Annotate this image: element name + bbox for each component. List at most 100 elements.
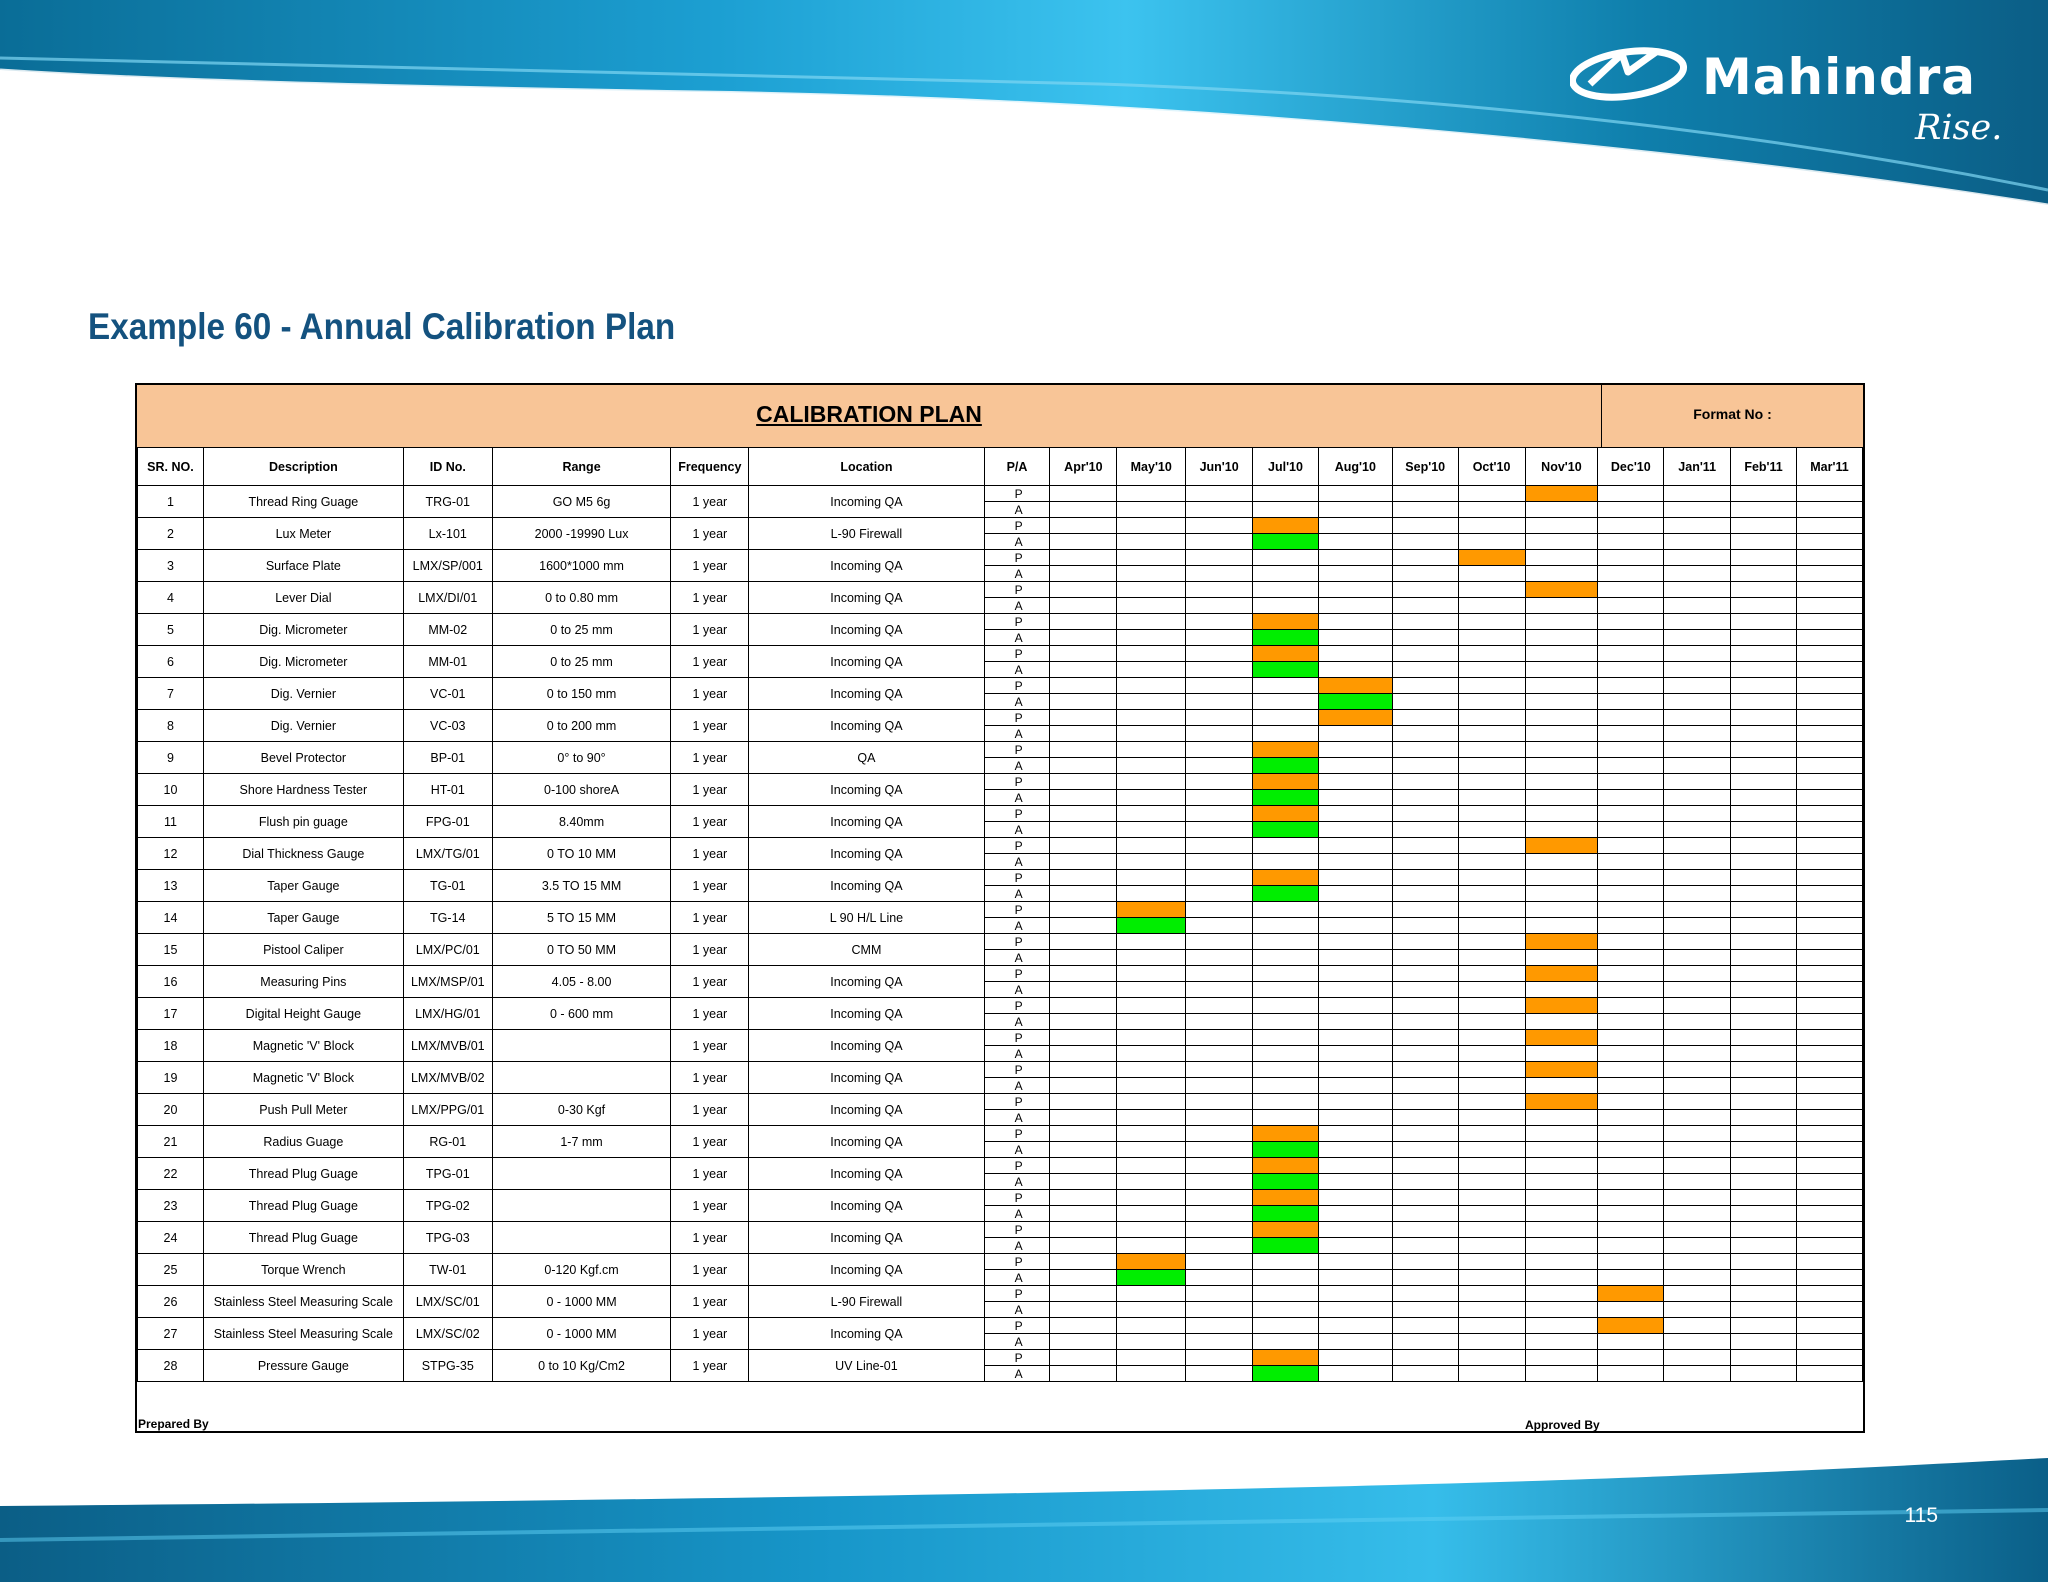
schedule-cell <box>1457 1141 1526 1158</box>
schedule-cell <box>1185 1029 1254 1046</box>
schedule-cell <box>1116 1045 1187 1062</box>
cell-sr: 17 <box>137 997 204 1030</box>
schedule-cell <box>1391 757 1459 774</box>
plan-marker <box>1252 1221 1319 1238</box>
cell-description: Dial Thickness Gauge <box>202 837 404 870</box>
cell-id: RG-01 <box>402 1125 493 1158</box>
plan-marker <box>1317 677 1393 694</box>
plan-label: P <box>983 1157 1051 1174</box>
schedule-cell <box>1317 1301 1393 1318</box>
schedule-cell <box>1049 661 1118 678</box>
schedule-cell <box>1049 917 1118 934</box>
actual-marker <box>1252 661 1319 678</box>
cell-description: Lever Dial <box>202 581 404 614</box>
schedule-cell <box>1730 757 1797 774</box>
schedule-cell <box>1049 853 1118 870</box>
cell-range: 2000 -19990 Lux <box>491 517 672 550</box>
schedule-cell <box>1795 997 1864 1014</box>
schedule-cell <box>1049 501 1118 518</box>
schedule-cell <box>1730 1157 1797 1174</box>
schedule-cell <box>1317 869 1393 886</box>
schedule-cell <box>1730 1045 1797 1062</box>
plan-label: P <box>983 1349 1051 1366</box>
schedule-cell <box>1317 1317 1393 1334</box>
actual-label: A <box>983 1365 1051 1382</box>
schedule-cell <box>1252 725 1319 742</box>
schedule-cell <box>1457 933 1526 950</box>
table-row: 7 Dig. Vernier VC-01 0 to 150 mm 1 year Incom… <box>137 677 1864 710</box>
cell-id: LMX/PPG/01 <box>402 1093 493 1126</box>
schedule-cell <box>1524 565 1599 582</box>
schedule-cell <box>1597 1189 1665 1206</box>
schedule-cell <box>1730 693 1797 710</box>
actual-marker <box>1116 1269 1187 1286</box>
schedule-cell <box>1730 1205 1797 1222</box>
schedule-cell <box>1795 709 1864 726</box>
plan-label: P <box>983 741 1051 758</box>
cell-sr: 27 <box>137 1317 204 1350</box>
plan-label: P <box>983 1189 1051 1206</box>
schedule-cell <box>1457 693 1526 710</box>
schedule-cell <box>1317 1173 1393 1190</box>
plan-label: P <box>983 901 1051 918</box>
schedule-cell <box>1524 1365 1599 1382</box>
plan-marker <box>1524 933 1599 950</box>
schedule-cell <box>1663 853 1732 870</box>
schedule-cell <box>1185 741 1254 758</box>
schedule-cell <box>1049 949 1118 966</box>
schedule-cell <box>1795 725 1864 742</box>
schedule-cell <box>1663 965 1732 982</box>
schedule-cell <box>1597 645 1665 662</box>
schedule-cell <box>1116 981 1187 998</box>
actual-marker <box>1252 1141 1319 1158</box>
schedule-cell <box>1730 1237 1797 1254</box>
schedule-cell <box>1663 1093 1732 1110</box>
cell-id: TW-01 <box>402 1253 493 1286</box>
plan-label: P <box>983 1253 1051 1270</box>
schedule-cell <box>1597 821 1665 838</box>
schedule-cell <box>1524 789 1599 806</box>
table-row-actual: A <box>138 1013 1864 1030</box>
plan-label: P <box>983 1285 1051 1302</box>
schedule-cell <box>1116 1333 1187 1350</box>
schedule-cell <box>1524 1333 1599 1350</box>
cell-id: LMX/HG/01 <box>402 997 493 1030</box>
cell-description: Dig. Micrometer <box>202 645 404 678</box>
schedule-cell <box>1730 1125 1797 1142</box>
schedule-cell <box>1457 805 1526 822</box>
cell-location: L-90 Firewall <box>748 517 985 550</box>
cell-description: Thread Ring Guage <box>202 485 404 518</box>
schedule-cell <box>1730 1301 1797 1318</box>
schedule-cell <box>1524 981 1599 998</box>
schedule-cell <box>1457 1061 1526 1078</box>
schedule-cell <box>1185 997 1254 1014</box>
cell-description: Dig. Vernier <box>202 677 404 710</box>
schedule-cell <box>1317 1125 1393 1142</box>
schedule-cell <box>1663 677 1732 694</box>
schedule-cell <box>1597 1157 1665 1174</box>
schedule-cell <box>1524 1141 1599 1158</box>
schedule-cell <box>1185 1045 1254 1062</box>
schedule-cell <box>1049 1317 1118 1334</box>
schedule-cell <box>1391 1045 1459 1062</box>
cell-id: LMX/SC/01 <box>402 1285 493 1318</box>
schedule-cell <box>1185 821 1254 838</box>
schedule-cell <box>1185 853 1254 870</box>
schedule-cell <box>1049 725 1118 742</box>
schedule-cell <box>1391 1269 1459 1286</box>
schedule-cell <box>1185 1141 1254 1158</box>
actual-label: A <box>983 1045 1051 1062</box>
schedule-cell <box>1457 1125 1526 1142</box>
schedule-cell <box>1524 1253 1599 1270</box>
cell-sr: 18 <box>137 1029 204 1062</box>
schedule-cell <box>1049 1253 1118 1270</box>
schedule-cell <box>1049 1365 1118 1382</box>
schedule-cell <box>1730 741 1797 758</box>
schedule-cell <box>1391 1109 1459 1126</box>
schedule-cell <box>1524 1157 1599 1174</box>
schedule-cell <box>1391 1141 1459 1158</box>
schedule-cell <box>1317 1333 1393 1350</box>
month-header: Jul'10 <box>1252 447 1319 486</box>
schedule-cell <box>1391 645 1459 662</box>
schedule-cell <box>1185 1365 1254 1382</box>
